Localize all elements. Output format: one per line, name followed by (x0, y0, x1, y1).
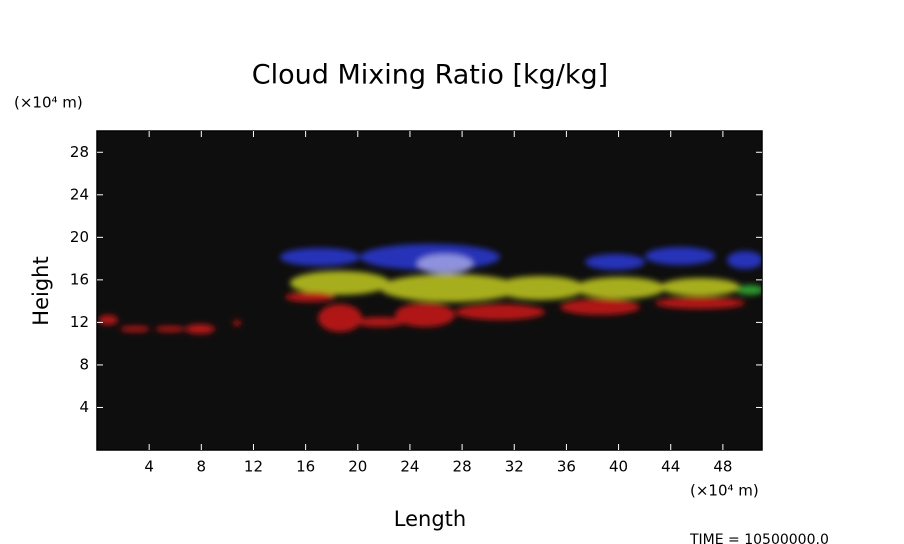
chart-title: Cloud Mixing Ratio [kg/kg] (252, 60, 608, 91)
x-tick-label: 44 (661, 458, 680, 476)
x-tick-label: 48 (713, 458, 732, 476)
y-tick-label: 20 (70, 228, 89, 246)
y-tick-label: 16 (70, 270, 89, 288)
x-tick-label: 32 (505, 458, 524, 476)
y-unit: (×10⁴ m) (14, 94, 83, 112)
cloud-render (98, 244, 762, 334)
x-tick-label: 16 (296, 458, 315, 476)
x-tick-label: 36 (557, 458, 576, 476)
x-unit: (×10⁴ m) (690, 482, 759, 500)
y-tick-label: 28 (70, 143, 89, 161)
x-tick-label: 20 (348, 458, 367, 476)
x-tick-label: 4 (144, 458, 154, 476)
x-tick-label: 12 (244, 458, 263, 476)
x-tick-label: 8 (197, 458, 207, 476)
y-tick-label: 8 (79, 355, 89, 373)
y-tick-label: 24 (70, 185, 89, 203)
x-tick-label: 40 (609, 458, 628, 476)
time-annotation: TIME = 10500000.0 (689, 532, 829, 544)
y-tick-label: 4 (79, 398, 89, 416)
x-tick-label: 24 (400, 458, 419, 476)
x-tick-label: 28 (453, 458, 472, 476)
plot-frame (96, 130, 763, 451)
x-axis-label: Length (394, 507, 466, 531)
y-tick-label: 12 (70, 313, 89, 331)
y-axis-label: Height (29, 256, 53, 325)
